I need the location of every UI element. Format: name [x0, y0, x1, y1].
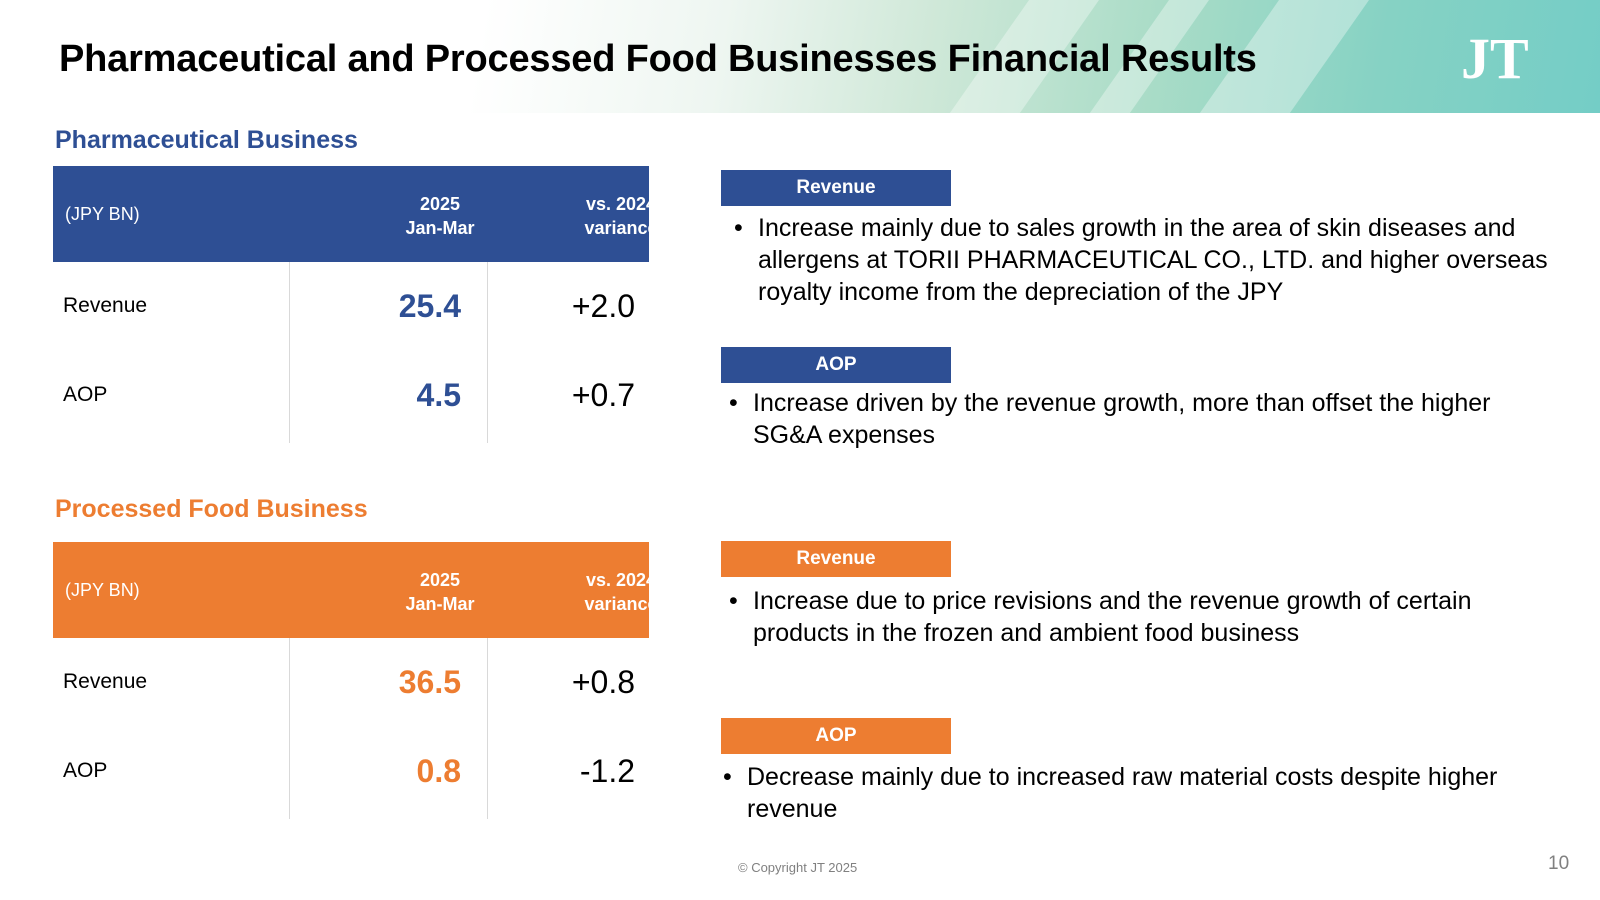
bullet-dot: • — [729, 389, 738, 417]
pharma-section-title: Pharmaceutical Business — [55, 126, 358, 154]
food-revenue-note: • Increase due to price revisions and th… — [729, 587, 1472, 647]
row-variance: -1.2 — [579, 753, 635, 789]
jt-logo-text: JT — [1461, 30, 1529, 86]
page-title: Pharmaceutical and Processed Food Busine… — [59, 38, 1257, 80]
food-table-header: (JPY BN) 2025 Jan-Mar vs. 2024 variance — [53, 542, 658, 638]
row-label: Revenue — [63, 294, 148, 317]
row-label: AOP — [63, 759, 108, 782]
row-label: AOP — [63, 383, 108, 406]
pharma-revenue-tag: Revenue — [721, 170, 951, 206]
table-row: AOP 4.5 +0.7 — [53, 351, 649, 441]
jt-logo-icon: JT — [1461, 30, 1529, 86]
food-aop-note: • Decrease mainly due to increased raw m… — [723, 763, 1498, 823]
column-header-variance: vs. 2024 variance — [584, 570, 658, 614]
pharma-aop-note: • Increase driven by the revenue growth,… — [729, 389, 1491, 449]
column-divider — [487, 262, 488, 443]
copyright-text: © Copyright JT 2025 — [738, 860, 858, 875]
food-table-body: Revenue 36.5 +0.8 AOP 0.8 -1.2 — [53, 638, 649, 819]
row-value: 25.4 — [398, 288, 461, 324]
row-value: 0.8 — [416, 753, 461, 789]
food-table: (JPY BN) 2025 Jan-Mar vs. 2024 variance … — [53, 542, 658, 819]
pharma-table-body: Revenue 25.4 +2.0 AOP 4.5 +0.7 — [53, 262, 649, 443]
column-header-variance: vs. 2024 variance — [584, 194, 658, 238]
table-row: Revenue 25.4 +2.0 — [53, 262, 649, 352]
pharma-aop-tag: AOP — [721, 347, 951, 383]
bullet-dot: • — [734, 214, 743, 242]
food-revenue-tag: Revenue — [721, 541, 951, 577]
row-value: 36.5 — [398, 664, 461, 700]
food-aop-tag: AOP — [721, 718, 951, 754]
column-divider — [289, 262, 290, 443]
table-row: AOP 0.8 -1.2 — [53, 727, 649, 817]
food-section-title: Processed Food Business — [55, 495, 368, 523]
header-banner: Pharmaceutical and Processed Food Busine… — [0, 0, 1600, 113]
bullet-dot: • — [729, 587, 738, 615]
pharma-table: (JPY BN) 2025 Jan-Mar vs. 2024 variance … — [53, 166, 658, 443]
column-header-period: 2025 Jan-Mar — [405, 194, 475, 238]
column-header-period: 2025 Jan-Mar — [405, 570, 475, 614]
row-value: 4.5 — [416, 377, 461, 413]
row-variance: +0.8 — [571, 664, 635, 700]
pharma-revenue-note: • Increase mainly due to sales growth in… — [734, 214, 1548, 306]
page-number: 10 — [1548, 853, 1570, 874]
unit-label: (JPY BN) — [65, 580, 140, 600]
pharma-table-header: (JPY BN) 2025 Jan-Mar vs. 2024 variance — [53, 166, 658, 262]
table-row: Revenue 36.5 +0.8 — [53, 638, 649, 728]
column-divider — [289, 638, 290, 819]
row-variance: +2.0 — [571, 288, 635, 324]
bullet-dot: • — [723, 763, 732, 791]
column-divider — [487, 638, 488, 819]
row-variance: +0.7 — [571, 377, 635, 413]
unit-label: (JPY BN) — [65, 204, 140, 224]
row-label: Revenue — [63, 670, 148, 693]
